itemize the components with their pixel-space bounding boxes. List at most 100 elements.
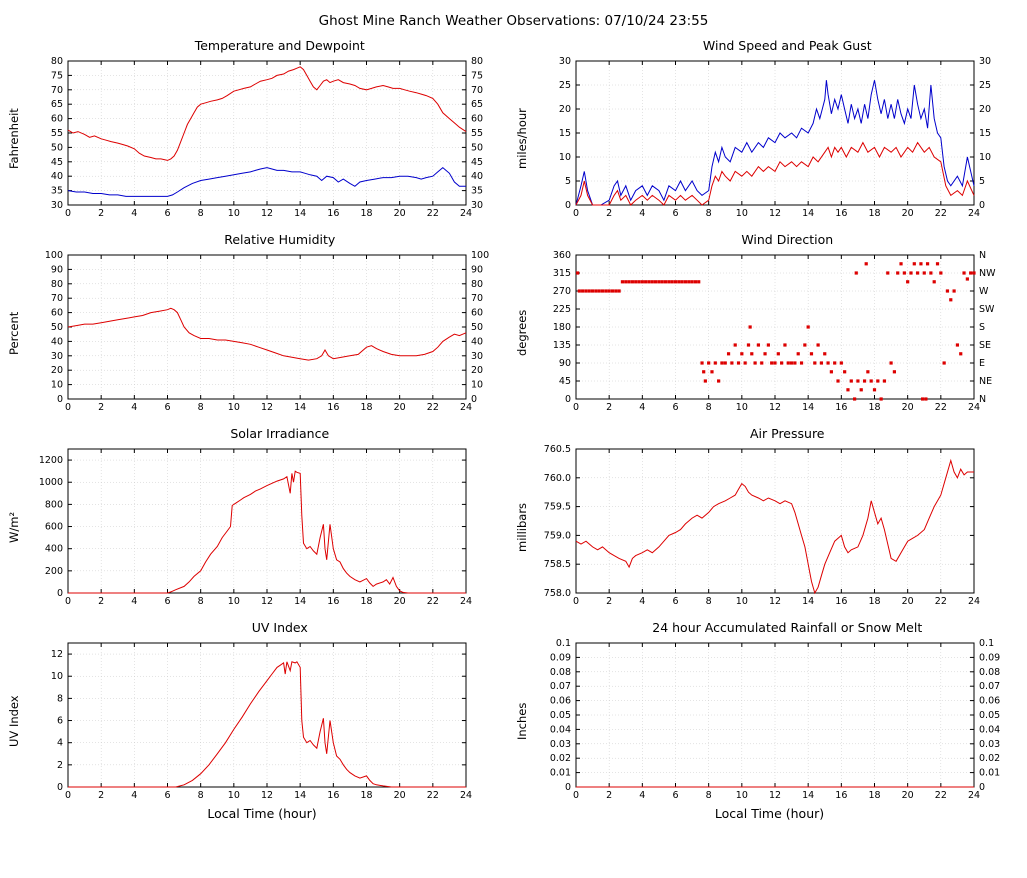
svg-text:16: 16 bbox=[835, 596, 847, 607]
x-axis-label: Local Time (hour) bbox=[207, 806, 317, 821]
svg-text:55: 55 bbox=[471, 128, 483, 139]
svg-text:2: 2 bbox=[98, 790, 104, 801]
svg-text:0: 0 bbox=[564, 782, 570, 793]
svg-text:SE: SE bbox=[979, 340, 991, 351]
svg-text:0: 0 bbox=[564, 200, 570, 211]
svg-text:0.01: 0.01 bbox=[549, 768, 570, 779]
svg-text:30: 30 bbox=[471, 351, 483, 362]
svg-text:70: 70 bbox=[51, 293, 63, 304]
svg-text:25: 25 bbox=[558, 80, 570, 91]
svg-text:16: 16 bbox=[327, 790, 339, 801]
svg-text:2: 2 bbox=[606, 208, 612, 219]
svg-text:10: 10 bbox=[735, 402, 747, 413]
y-axis-label: Inches bbox=[514, 702, 529, 740]
svg-text:180: 180 bbox=[552, 322, 570, 333]
svg-text:2: 2 bbox=[98, 402, 104, 413]
svg-text:0: 0 bbox=[65, 208, 71, 219]
svg-text:8: 8 bbox=[705, 402, 711, 413]
svg-text:135: 135 bbox=[552, 340, 570, 351]
svg-text:10: 10 bbox=[735, 596, 747, 607]
svg-text:0.1: 0.1 bbox=[555, 638, 570, 649]
plot-area: 0 2 4 6 8 10 12 14 16 18 20 22 240200400600800100012… bbox=[39, 448, 472, 607]
svg-text:0: 0 bbox=[57, 394, 63, 405]
svg-text:8: 8 bbox=[198, 208, 204, 219]
svg-text:6: 6 bbox=[672, 790, 678, 801]
svg-text:16: 16 bbox=[327, 208, 339, 219]
svg-text:90: 90 bbox=[51, 264, 63, 275]
svg-text:65: 65 bbox=[471, 99, 483, 110]
svg-text:10: 10 bbox=[228, 596, 240, 607]
svg-text:100: 100 bbox=[45, 250, 63, 261]
svg-text:60: 60 bbox=[51, 114, 63, 125]
svg-text:315: 315 bbox=[552, 268, 570, 279]
svg-text:35: 35 bbox=[471, 186, 483, 197]
svg-text:22: 22 bbox=[427, 790, 439, 801]
svg-text:6: 6 bbox=[672, 208, 678, 219]
svg-text:65: 65 bbox=[51, 99, 63, 110]
svg-text:60: 60 bbox=[51, 308, 63, 319]
svg-text:0: 0 bbox=[564, 394, 570, 405]
svg-text:0.06: 0.06 bbox=[549, 696, 570, 707]
svg-text:0.02: 0.02 bbox=[979, 753, 1000, 764]
y-axis-label: Percent bbox=[7, 311, 21, 355]
svg-text:8: 8 bbox=[705, 596, 711, 607]
svg-text:25: 25 bbox=[979, 80, 991, 91]
svg-text:12: 12 bbox=[261, 596, 273, 607]
chart-title: Wind Direction bbox=[741, 232, 834, 247]
svg-text:10: 10 bbox=[471, 380, 483, 391]
svg-text:16: 16 bbox=[835, 208, 847, 219]
svg-text:12: 12 bbox=[261, 402, 273, 413]
svg-text:4: 4 bbox=[57, 738, 63, 749]
chart-title: 24 hour Accumulated Rainfall or Snow Mel… bbox=[652, 620, 923, 635]
svg-text:15: 15 bbox=[979, 128, 991, 139]
svg-text:S: S bbox=[979, 322, 985, 333]
svg-text:18: 18 bbox=[868, 790, 880, 801]
svg-text:4: 4 bbox=[131, 596, 137, 607]
svg-text:NW: NW bbox=[979, 268, 996, 279]
svg-text:0.07: 0.07 bbox=[549, 681, 570, 692]
svg-text:20: 20 bbox=[51, 365, 63, 376]
svg-text:10: 10 bbox=[558, 152, 570, 163]
svg-text:0: 0 bbox=[471, 394, 477, 405]
svg-text:70: 70 bbox=[471, 85, 483, 96]
y-axis-label: miles/hour bbox=[514, 108, 529, 170]
svg-text:1200: 1200 bbox=[39, 455, 63, 466]
svg-text:8: 8 bbox=[198, 596, 204, 607]
svg-text:18: 18 bbox=[360, 790, 372, 801]
svg-text:0.06: 0.06 bbox=[979, 696, 1000, 707]
chart-solar-irradiance: Solar Irradiance W/m² 0 2 4 6 8 10 12 14 16 18 20 2… bbox=[6, 426, 514, 611]
svg-text:0: 0 bbox=[572, 596, 578, 607]
svg-text:55: 55 bbox=[51, 128, 63, 139]
svg-text:80: 80 bbox=[471, 56, 483, 67]
svg-text:0: 0 bbox=[65, 402, 71, 413]
svg-text:24: 24 bbox=[967, 208, 979, 219]
chart-title: Temperature and Dewpoint bbox=[194, 38, 365, 53]
svg-text:30: 30 bbox=[51, 200, 63, 211]
svg-text:2: 2 bbox=[57, 760, 63, 771]
svg-text:4: 4 bbox=[639, 596, 645, 607]
y-axis-label: UV Index bbox=[7, 695, 21, 747]
svg-text:20: 20 bbox=[979, 104, 991, 115]
svg-text:5: 5 bbox=[564, 176, 570, 187]
chart-uv-index: UV Index UV Index 0 2 4 6 8 10 12 14 16 18 20 22 24 0… bbox=[6, 620, 514, 821]
svg-text:0.03: 0.03 bbox=[979, 739, 1000, 750]
svg-text:0.09: 0.09 bbox=[979, 652, 1000, 663]
svg-text:SW: SW bbox=[979, 304, 995, 315]
svg-text:8: 8 bbox=[198, 402, 204, 413]
y-axis-label: W/m² bbox=[7, 511, 21, 543]
svg-text:70: 70 bbox=[51, 85, 63, 96]
chart-relative-humidity: Relative Humidity Percent 0 2 4 6 8 10 12 14 16 1… bbox=[6, 232, 514, 417]
svg-text:50: 50 bbox=[471, 142, 483, 153]
svg-text:E: E bbox=[979, 358, 985, 369]
page-title: Ghost Mine Ranch Weather Observations: 0… bbox=[318, 13, 709, 29]
svg-text:35: 35 bbox=[51, 186, 63, 197]
svg-text:90: 90 bbox=[471, 264, 483, 275]
svg-text:800: 800 bbox=[45, 499, 63, 510]
svg-text:14: 14 bbox=[802, 402, 814, 413]
svg-text:0: 0 bbox=[57, 782, 63, 793]
chart-rainfall: 24 hour Accumulated Rainfall or Snow Mel… bbox=[514, 620, 1022, 821]
svg-text:50: 50 bbox=[51, 142, 63, 153]
